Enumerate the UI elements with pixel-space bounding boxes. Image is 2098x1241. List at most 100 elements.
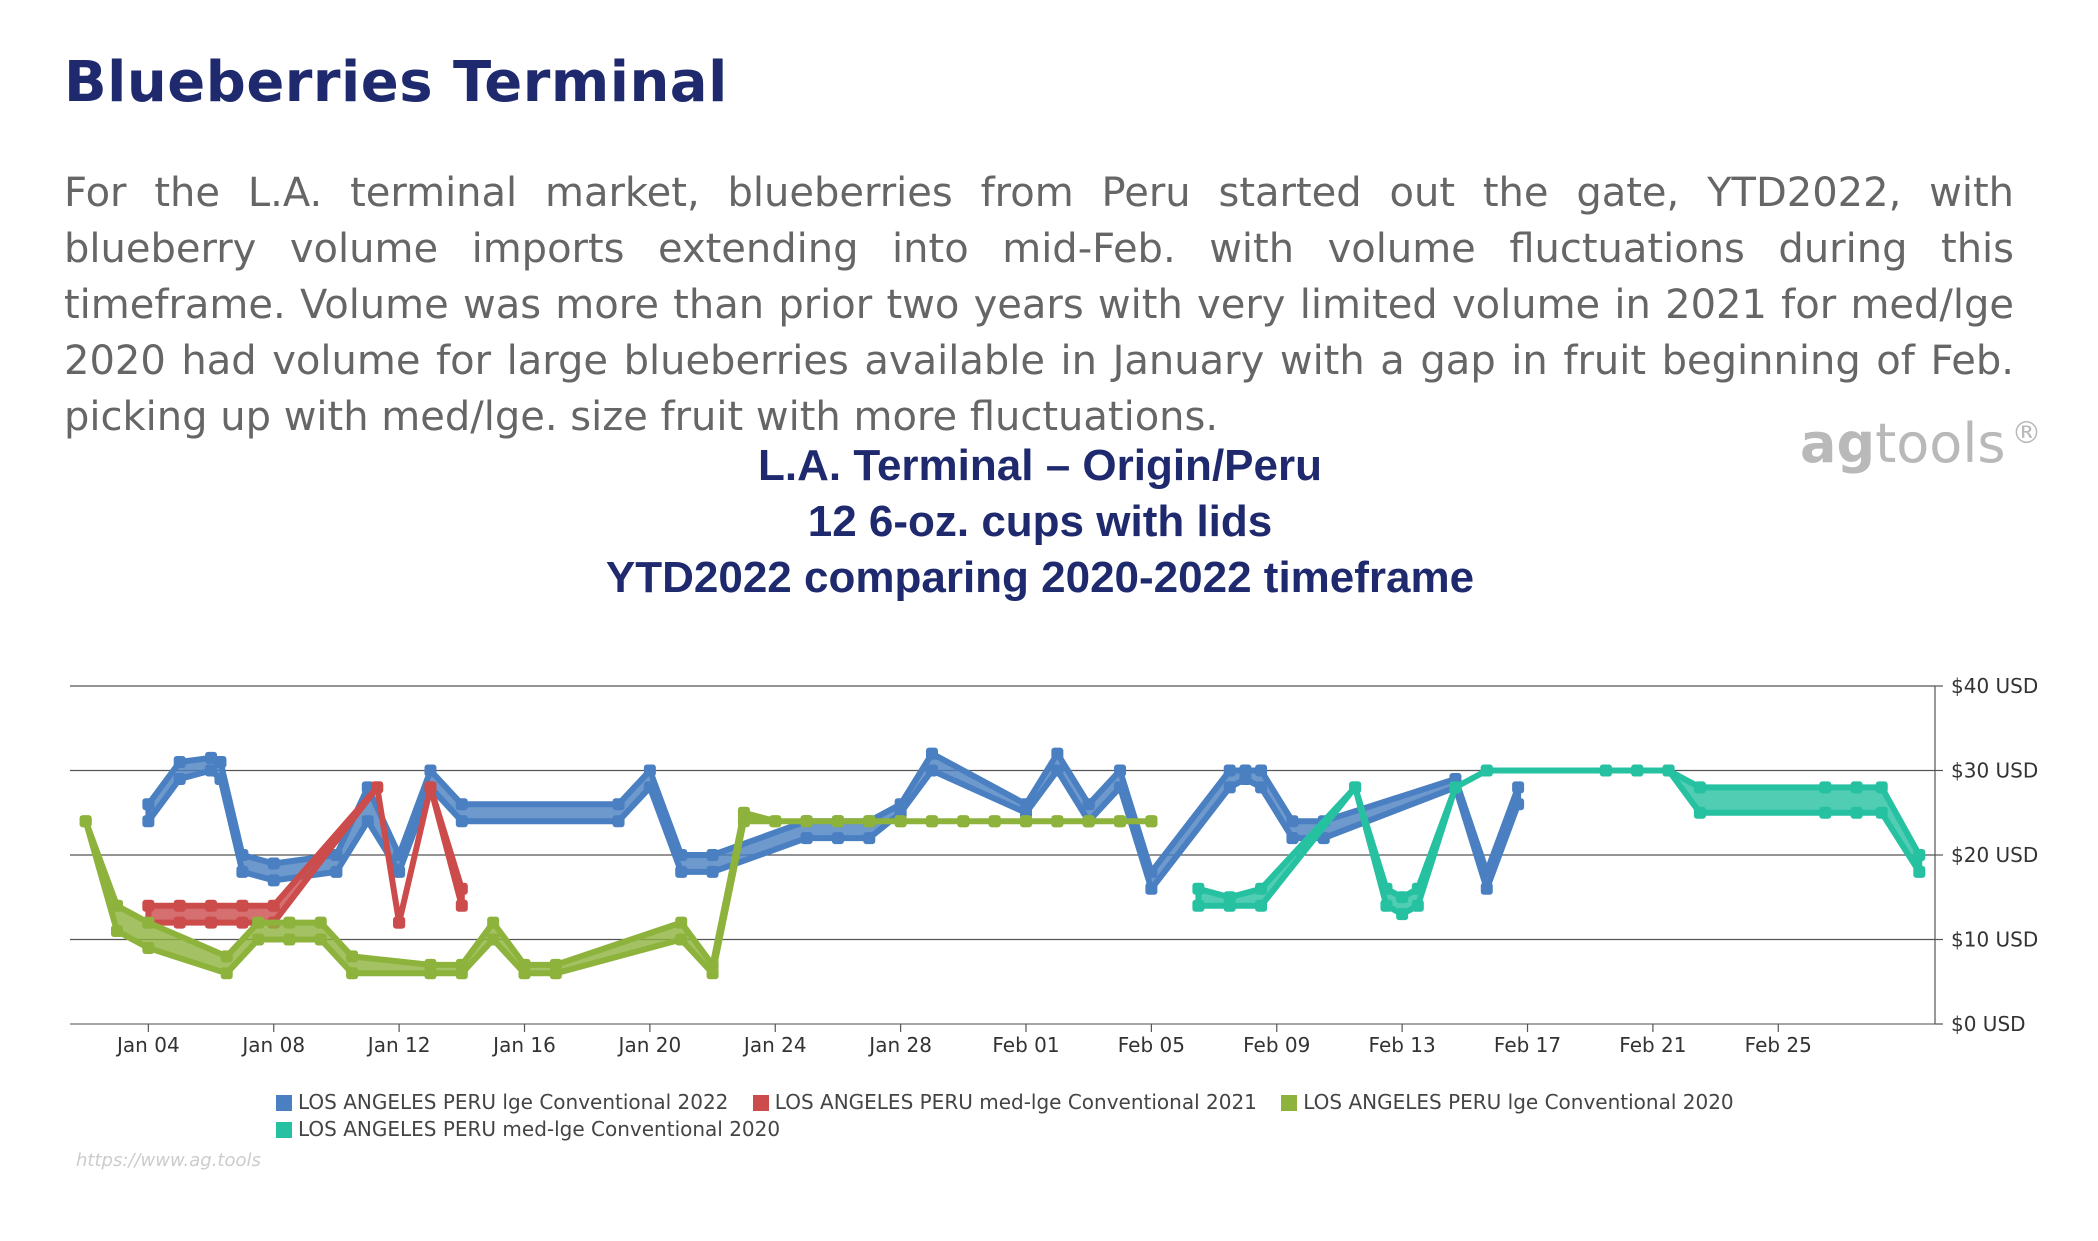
data-point-low	[393, 916, 406, 929]
source-url: https://www.ag.tools	[76, 1150, 261, 1171]
data-point-low	[675, 865, 688, 878]
data-point-high	[487, 916, 500, 929]
data-point-low	[1480, 882, 1493, 895]
data-point-low	[1875, 806, 1888, 819]
data-point-low	[142, 815, 155, 828]
data-point-low	[643, 781, 656, 794]
data-point-low	[214, 772, 227, 785]
data-point-low	[1223, 781, 1236, 794]
y-tick-label: $20 USD	[1951, 843, 2038, 867]
data-point-low	[769, 815, 782, 828]
data-point-high	[1114, 764, 1127, 777]
logo-tools-text: tools	[1875, 412, 2006, 475]
data-point-high	[1396, 891, 1409, 904]
data-point-low	[1396, 908, 1409, 921]
data-point-low	[1286, 832, 1299, 845]
data-point-low	[1380, 899, 1393, 912]
x-tick-label: Feb 17	[1494, 1033, 1561, 1057]
data-point-high	[330, 849, 343, 861]
data-point-low	[988, 815, 1001, 828]
agtools-logo: agtools ®	[1800, 412, 2041, 475]
legend-row: LOS ANGELES PERU lge Conventional 2022 L…	[276, 1090, 1876, 1117]
data-point-low	[424, 967, 437, 980]
data-point-low	[925, 764, 938, 777]
data-point-high	[267, 899, 280, 912]
data-point-high	[283, 916, 296, 929]
legend-item-lge-2022[interactable]: LOS ANGELES PERU lge Conventional 2022	[276, 1090, 728, 1114]
data-point-low	[1051, 764, 1064, 777]
data-point-low	[455, 815, 468, 828]
data-point-low	[205, 916, 218, 929]
legend-item-med-lge-2020[interactable]: LOS ANGELES PERU med-lge Conventional 20…	[276, 1117, 780, 1141]
data-point-low	[1850, 806, 1863, 819]
legend-item-med-lge-2021[interactable]: LOS ANGELES PERU med-lge Conventional 20…	[752, 1090, 1257, 1114]
data-point-low	[142, 941, 155, 954]
legend-row: LOS ANGELES PERU med-lge Conventional 20…	[276, 1117, 1876, 1144]
data-point-high	[142, 798, 155, 811]
data-point-high	[675, 849, 688, 861]
data-point-low	[371, 781, 384, 794]
data-point-low	[925, 815, 938, 828]
data-point-low	[236, 865, 249, 878]
data-point-low	[1145, 815, 1158, 828]
legend-label: LOS ANGELES PERU med-lge Conventional 20…	[774, 1090, 1257, 1114]
data-point-low	[957, 815, 970, 828]
legend-swatch	[752, 1095, 769, 1111]
data-point-low	[1480, 764, 1493, 777]
data-point-high	[1255, 882, 1268, 895]
data-point-low	[894, 815, 907, 828]
data-point-high	[1051, 747, 1064, 760]
x-tick-label: Jan 16	[491, 1033, 556, 1057]
data-point-low	[1145, 882, 1158, 895]
data-point-low	[1599, 764, 1612, 777]
data-point-low	[549, 967, 562, 980]
data-point-low	[1255, 899, 1268, 912]
data-point-high	[142, 899, 155, 912]
data-point-high	[214, 756, 227, 769]
data-point-low	[1223, 899, 1236, 912]
data-point-low	[1114, 815, 1127, 828]
data-point-low	[1819, 806, 1832, 819]
data-point-high	[424, 764, 437, 777]
data-point-low	[1693, 806, 1706, 819]
data-point-high	[346, 950, 359, 963]
legend-swatch	[276, 1122, 292, 1138]
data-point-low	[706, 967, 719, 980]
data-point-low	[455, 899, 468, 912]
x-tick-label: Feb 05	[1118, 1033, 1185, 1057]
data-point-high	[1913, 849, 1926, 861]
y-tick-label: $10 USD	[1951, 928, 2038, 952]
data-point-low	[173, 916, 186, 929]
data-point-low	[1020, 815, 1033, 828]
data-point-high	[1693, 781, 1706, 794]
data-point-low	[267, 874, 280, 887]
data-point-high	[173, 899, 186, 912]
x-tick-label: Jan 24	[742, 1033, 807, 1057]
legend-label: LOS ANGELES PERU lge Conventional 2020	[1303, 1090, 1734, 1114]
data-point-low	[1051, 815, 1064, 828]
data-point-high	[1286, 815, 1299, 828]
data-point-low	[487, 933, 500, 946]
data-point-high	[111, 899, 124, 912]
data-point-low	[205, 764, 218, 777]
chart-title-line-3: YTD2022 comparing 2020-2022 timeframe	[605, 553, 1475, 602]
data-point-high	[455, 882, 468, 895]
legend-label: LOS ANGELES PERU med-lge Conventional 20…	[298, 1117, 781, 1141]
series-band-2	[82, 809, 1155, 977]
data-point-low	[346, 967, 359, 980]
data-point-low	[1512, 798, 1525, 811]
legend-label: LOS ANGELES PERU lge Conventional 2022	[298, 1090, 729, 1114]
data-point-low	[737, 815, 750, 828]
data-point-low	[220, 967, 233, 980]
data-point-low	[79, 815, 92, 828]
data-point-high	[142, 916, 155, 929]
data-point-low	[675, 933, 688, 946]
data-point-low	[1449, 781, 1462, 794]
y-tick-label: $40 USD	[1951, 674, 2038, 698]
logo-ag-text: ag	[1800, 412, 1876, 475]
data-point-high	[236, 899, 249, 912]
data-point-high	[1380, 882, 1393, 895]
legend-item-lge-2020[interactable]: LOS ANGELES PERU lge Conventional 2020	[1281, 1090, 1734, 1114]
y-tick-label: $0 USD	[1951, 1012, 2026, 1036]
